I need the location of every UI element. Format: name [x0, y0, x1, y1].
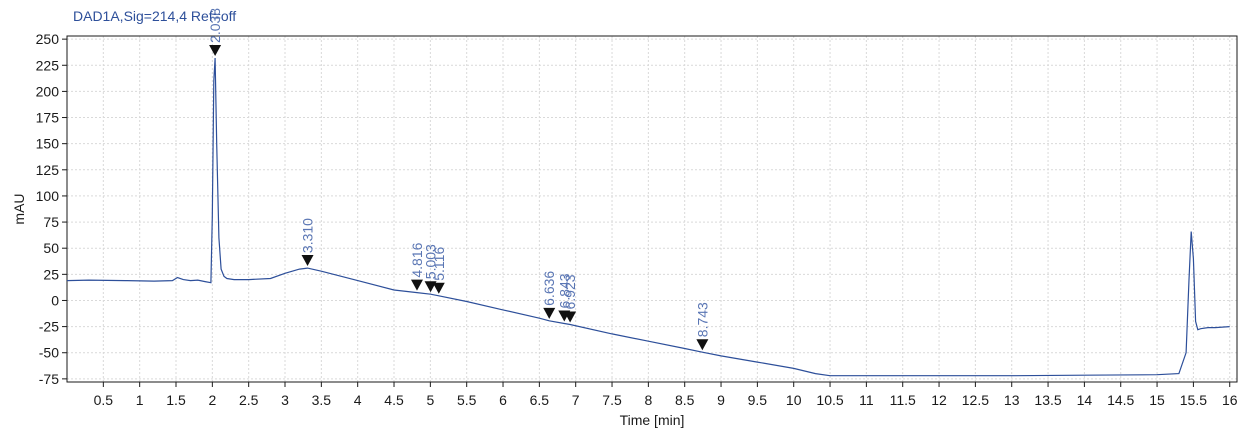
peak-marker — [301, 255, 314, 267]
peak-label: 5.003 — [423, 244, 439, 279]
x-tick-label: 8 — [644, 392, 652, 408]
y-tick-label: 225 — [36, 57, 60, 73]
x-tick-label: 6 — [499, 392, 507, 408]
peak-label: 5.116 — [431, 247, 447, 281]
x-tick-label: 16 — [1222, 392, 1238, 408]
peak-marker — [696, 339, 709, 351]
grid-lines — [67, 36, 1237, 382]
x-tick-label: 10.5 — [816, 392, 843, 408]
y-axis-title: mAU — [11, 193, 27, 224]
y-axis: -75 -50 -25 0 25 50 75 100 125 150 175 200 225 250 — [36, 31, 67, 387]
y-tick-label: 250 — [36, 31, 60, 47]
peak-marker — [543, 307, 556, 319]
y-tick-label: -50 — [39, 345, 59, 361]
x-tick-label: 7.5 — [602, 392, 622, 408]
peak-label: 6.636 — [541, 271, 557, 306]
x-tick-label: 11.5 — [890, 392, 916, 408]
y-tick-label: 175 — [36, 110, 60, 126]
y-tick-label: 50 — [43, 240, 59, 256]
x-tick-label: 1.5 — [166, 392, 186, 408]
x-tick-label: 14 — [1077, 392, 1093, 408]
x-tick-label: 14.5 — [1107, 392, 1134, 408]
x-tick-label: 3.5 — [312, 392, 332, 408]
peak-label: 3.310 — [300, 218, 316, 253]
chart-title: DAD1A,Sig=214,4 Ref=off — [73, 8, 236, 24]
x-tick-label: 9 — [717, 392, 725, 408]
peak-label: 6.923 — [562, 274, 578, 309]
plot-frame — [66, 35, 1238, 383]
x-tick-label: 12.5 — [962, 392, 989, 408]
peak-label: 4.816 — [409, 242, 425, 277]
y-tick-label: 100 — [36, 188, 60, 204]
y-tick-label: 200 — [36, 83, 60, 99]
y-tick-label: 125 — [36, 162, 60, 178]
x-tick-label: 4 — [354, 392, 362, 408]
y-tick-label: 75 — [43, 214, 59, 230]
x-tick-label: 13.5 — [1034, 392, 1061, 408]
x-axis: 0.5 1 1.5 2 2.5 3 3.5 4 4.5 5 5.5 6 6.5 7 7.5 8 8.5 9 9.5 1… — [94, 382, 1238, 408]
y-tick-label: -75 — [39, 371, 59, 387]
x-tick-label: 2.5 — [239, 392, 259, 408]
peak-label: 8.743 — [694, 302, 710, 337]
x-axis-title: Time [min] — [620, 412, 685, 428]
peak-marker — [432, 282, 445, 294]
x-tick-label: 15.5 — [1180, 392, 1207, 408]
peak-label: 2.038 — [207, 8, 223, 43]
chromatogram-trace — [66, 57, 1230, 377]
peak-marker — [209, 44, 222, 56]
peak-marker — [564, 311, 577, 323]
peak-marker — [410, 279, 423, 291]
x-tick-label: 2 — [208, 392, 216, 408]
x-tick-label: 12 — [931, 392, 947, 408]
x-tick-label: 9.5 — [748, 392, 768, 408]
x-tick-label: 11 — [859, 392, 874, 408]
x-tick-label: 7 — [572, 392, 580, 408]
x-tick-label: 0.5 — [94, 392, 114, 408]
x-tick-label: 13 — [1004, 392, 1020, 408]
x-tick-label: 4.5 — [384, 392, 404, 408]
x-tick-label: 5.5 — [457, 392, 477, 408]
x-tick-label: 1 — [136, 392, 144, 408]
x-tick-label: 3 — [281, 392, 289, 408]
x-tick-label: 6.5 — [530, 392, 550, 408]
x-tick-label: 5 — [426, 392, 434, 408]
x-tick-label: 10 — [786, 392, 802, 408]
y-tick-label: 25 — [43, 266, 59, 282]
x-tick-label: 8.5 — [675, 392, 695, 408]
y-tick-label: -25 — [39, 319, 59, 335]
y-tick-label: 0 — [51, 292, 59, 308]
y-tick-label: 150 — [36, 136, 60, 152]
peak-label: 6.843 — [556, 273, 572, 308]
x-tick-label: 15 — [1149, 392, 1165, 408]
